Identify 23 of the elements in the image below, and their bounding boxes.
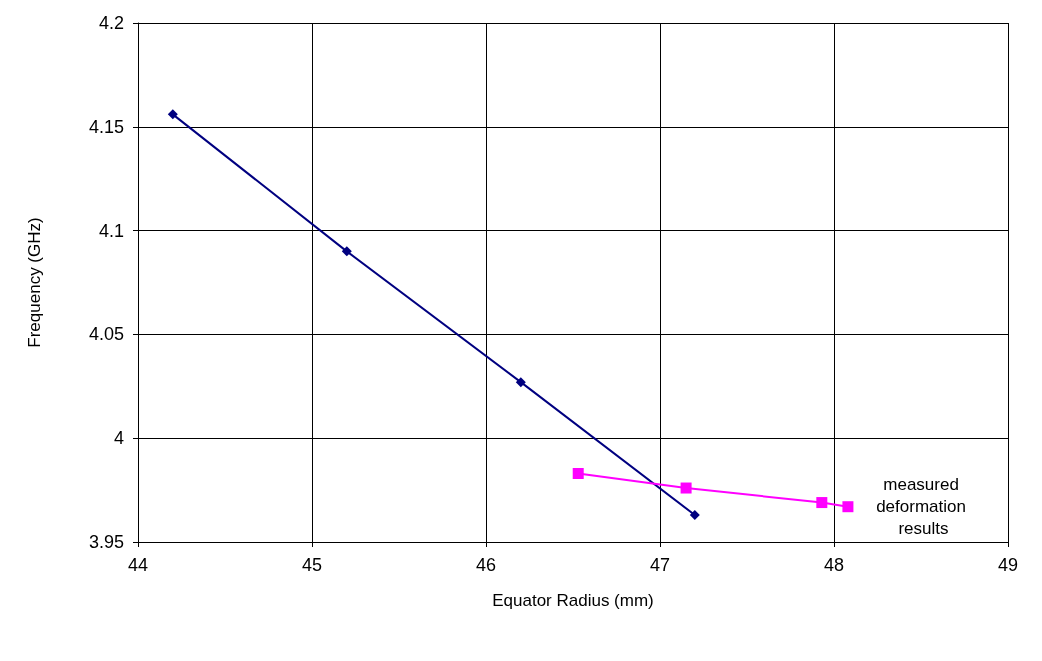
point (842, 501, 854, 513)
point (816, 497, 828, 509)
x-tick-label: 49 (997, 555, 1019, 575)
x-tick-label: 48 (823, 555, 845, 575)
x-tick-label: 47 (649, 555, 671, 575)
x-axis-title: Equator Radius (mm) (492, 591, 654, 610)
point (341, 246, 352, 257)
y-axis-title: Frequency (GHz) (25, 217, 44, 348)
y-tick-label: 4 (113, 428, 124, 449)
point (515, 377, 526, 388)
series-label: measured deformation results (876, 475, 971, 539)
point (689, 510, 700, 521)
y-tick-label: 4.1 (98, 220, 124, 241)
point (680, 482, 692, 494)
x-tick-label: 46 (475, 555, 497, 575)
y-tick-label: 4.15 (88, 116, 124, 137)
y-tick-label: 3.95 (88, 532, 124, 552)
x-tick-label: 45 (301, 555, 323, 575)
point (167, 109, 178, 120)
x-tick-label: 44 (127, 555, 149, 575)
y-tick-label: 4.05 (88, 324, 124, 345)
y-tick-label: 4.2 (98, 13, 124, 33)
point (572, 467, 584, 479)
